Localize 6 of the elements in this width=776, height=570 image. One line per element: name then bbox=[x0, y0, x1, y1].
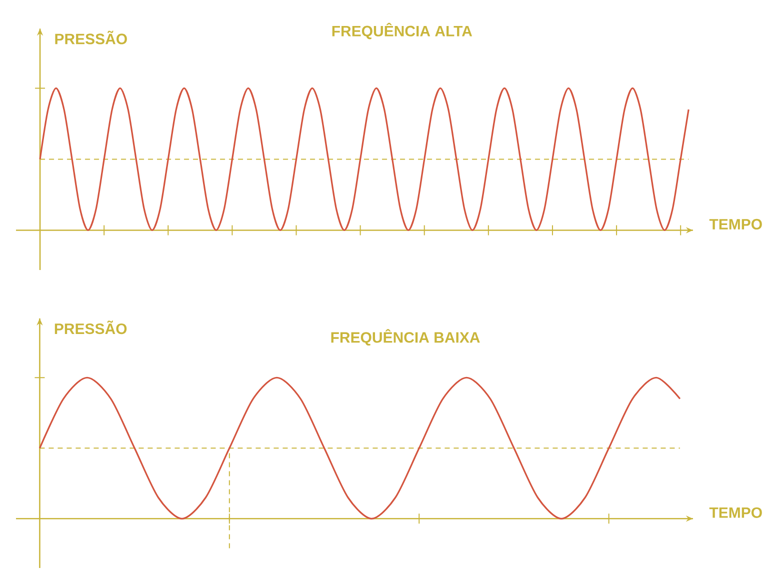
chart-title: FREQUÊNCIA ALTA bbox=[332, 22, 472, 40]
chart-title: FREQUÊNCIA BAIXA bbox=[331, 329, 480, 346]
y-axis-title: PRESSÃO bbox=[55, 30, 127, 44]
x-axis-title: TEMPO bbox=[709, 218, 762, 230]
y-axis-title: PRESSÃO bbox=[54, 320, 127, 334]
x-axis-title: TEMPO bbox=[709, 507, 762, 518]
